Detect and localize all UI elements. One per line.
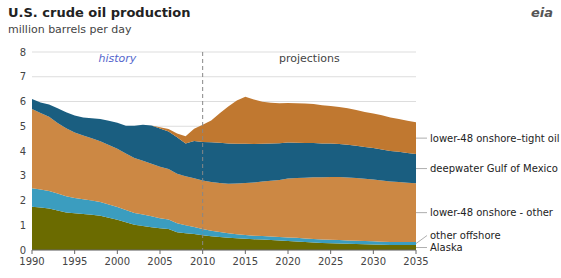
x-tick-label: 2000 — [105, 256, 130, 267]
x-tick — [117, 250, 118, 254]
title: U.S. crude oil production — [8, 5, 190, 20]
grid-line — [32, 250, 416, 251]
x-tick — [288, 250, 289, 254]
divider-line — [202, 52, 203, 250]
x-tick — [416, 250, 417, 254]
grid-line — [32, 76, 416, 77]
label-leader — [416, 236, 427, 244]
label-leader — [416, 138, 427, 139]
x-tick — [160, 250, 161, 254]
y-tick-label: 4 — [20, 146, 26, 157]
series-label: lower-48 onshore - other — [430, 207, 554, 218]
x-tick-label: 2020 — [275, 256, 300, 267]
x-tick-label: 2035 — [403, 256, 428, 267]
y-tick-label: 2 — [20, 195, 26, 206]
label-leader — [416, 212, 427, 213]
series-label: deepwater Gulf of Mexico — [430, 163, 558, 174]
x-tick-label: 2015 — [233, 256, 258, 267]
projections-label: projections — [279, 52, 340, 65]
x-axis-line — [32, 250, 416, 251]
series-label: other offshore — [430, 230, 501, 241]
y-tick-label: 1 — [20, 220, 26, 231]
areas — [32, 52, 416, 250]
chart: U.S. crude oil production million barrels… — [0, 0, 561, 278]
x-tick — [32, 250, 33, 254]
label-leader — [416, 168, 427, 169]
subtitle: million barrels per day — [8, 23, 132, 36]
x-tick — [330, 250, 331, 254]
x-tick-label: 2030 — [361, 256, 386, 267]
x-tick — [245, 250, 246, 254]
logo: eia — [531, 5, 553, 20]
x-tick — [202, 250, 203, 254]
x-tick — [373, 250, 374, 254]
y-tick-label: 7 — [20, 71, 26, 82]
grid-line — [32, 52, 416, 53]
series-label: Alaska — [430, 242, 463, 253]
y-tick-label: 5 — [20, 121, 26, 132]
x-tick-label: 2025 — [318, 256, 343, 267]
x-tick-label: 2005 — [147, 256, 172, 267]
y-tick-label: 6 — [20, 96, 26, 107]
y-tick-label: 0 — [20, 245, 26, 256]
y-tick-label: 3 — [20, 170, 26, 181]
series-label: lower-48 onshore–tight oil — [430, 133, 560, 144]
x-tick-label: 2010 — [190, 256, 215, 267]
x-tick-label: 1990 — [19, 256, 44, 267]
grid — [32, 52, 416, 250]
grid-line — [32, 101, 416, 102]
y-tick-label: 8 — [20, 47, 26, 58]
label-leader — [416, 247, 427, 248]
history-label: history — [98, 52, 136, 65]
x-tick-label: 1995 — [62, 256, 87, 267]
area-band — [32, 97, 416, 154]
x-tick — [74, 250, 75, 254]
